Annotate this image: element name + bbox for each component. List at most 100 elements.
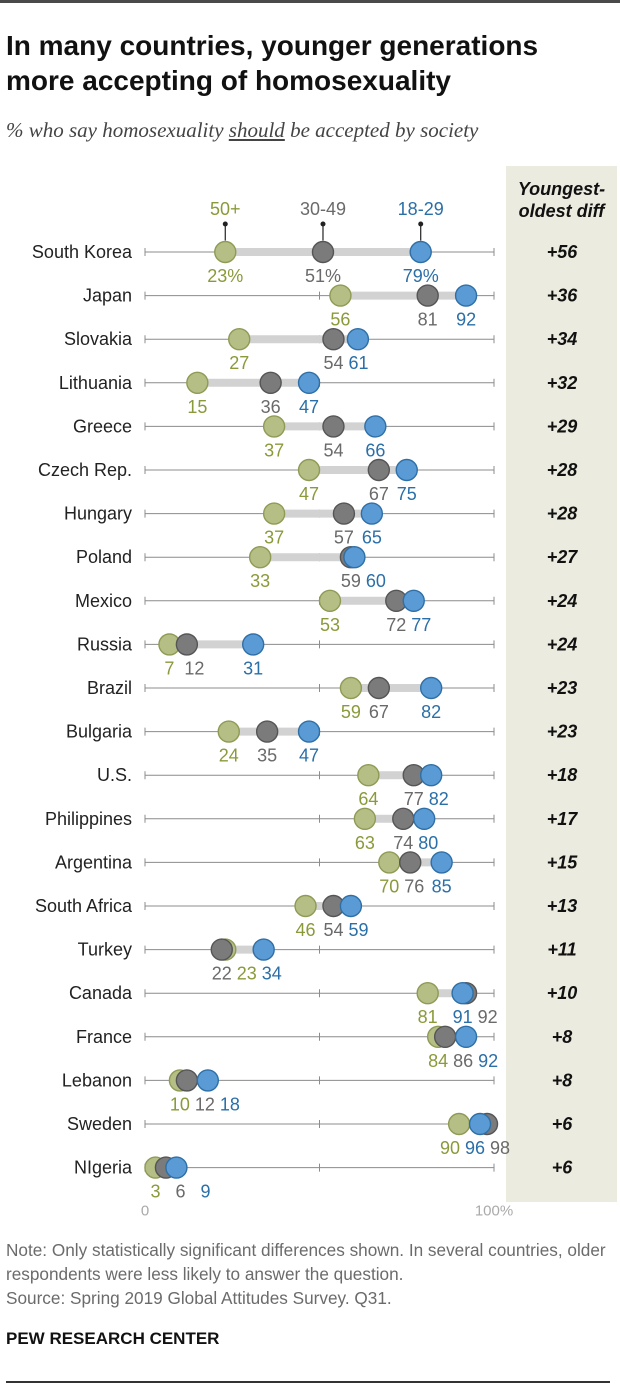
value-label: 10	[170, 1094, 190, 1114]
country-label: Lebanon	[62, 1070, 132, 1090]
data-point	[297, 458, 321, 482]
value-label: 36	[261, 397, 281, 417]
country-label: Turkey	[78, 940, 132, 960]
data-point	[339, 676, 363, 700]
data-point	[454, 1025, 478, 1049]
data-point	[367, 458, 391, 482]
country-label: Philippines	[45, 809, 132, 829]
data-point	[217, 720, 240, 743]
data-point	[165, 1156, 188, 1179]
top-rule	[0, 0, 620, 3]
value-label: 70	[379, 876, 399, 896]
diff-value: +56	[547, 242, 579, 262]
diff-column-background	[506, 166, 617, 1202]
value-label: 90	[440, 1138, 460, 1158]
diff-header-text: Youngest-oldest diff	[517, 179, 606, 221]
data-point	[353, 807, 377, 830]
data-point	[468, 1112, 492, 1136]
data-point	[332, 502, 356, 525]
diff-column-header: Youngest-oldest diff	[506, 178, 617, 222]
data-point	[318, 589, 342, 612]
data-point	[322, 415, 345, 438]
data-point	[297, 720, 321, 743]
value-label: 37	[264, 528, 284, 548]
organization-logo-text: PEW RESEARCH CENTER	[6, 1329, 220, 1348]
value-label: 35	[257, 746, 277, 766]
diff-value: +8	[552, 1027, 573, 1047]
value-label: 60	[366, 571, 386, 591]
data-point	[395, 458, 418, 482]
diff-value: +11	[547, 940, 576, 960]
country-label: Canada	[69, 983, 133, 1003]
value-label: 84	[428, 1051, 448, 1071]
data-point	[416, 982, 439, 1005]
data-point	[255, 720, 279, 743]
value-label: 67	[369, 702, 389, 722]
value-label: 79%	[403, 266, 439, 286]
value-label: 54	[323, 920, 343, 940]
value-label: 59	[341, 702, 361, 722]
legend-leader-dot	[320, 221, 326, 227]
legend-leader-dot	[222, 221, 228, 227]
country-label: Mexico	[75, 591, 132, 611]
country-label: South Africa	[35, 896, 133, 916]
country-label: Hungary	[64, 504, 132, 524]
data-point	[346, 328, 370, 351]
legend-leader-dot	[418, 221, 424, 227]
data-point	[454, 284, 478, 307]
data-point	[322, 328, 345, 351]
diff-value: +24	[547, 591, 578, 611]
data-point	[367, 676, 391, 700]
value-label: 22	[212, 964, 232, 984]
value-label: 82	[421, 702, 441, 722]
data-point	[419, 764, 443, 787]
data-point	[196, 1069, 220, 1092]
data-point	[248, 546, 272, 569]
data-point	[228, 328, 251, 351]
value-label: 23%	[207, 266, 243, 286]
value-label: 64	[358, 789, 378, 809]
value-label: 72	[386, 615, 406, 635]
value-label: 31	[243, 658, 263, 678]
data-point	[210, 938, 233, 961]
value-label: 47	[299, 397, 319, 417]
country-label: Lithuania	[59, 373, 133, 393]
value-label: 63	[355, 833, 375, 853]
diff-value: +23	[547, 722, 578, 742]
diff-value: +27	[547, 547, 579, 567]
axis-label-max: 100%	[475, 1203, 513, 1220]
country-label: Russia	[77, 634, 133, 654]
value-label: 3	[150, 1182, 160, 1202]
data-point	[329, 284, 352, 307]
legend-label: 50+	[210, 199, 241, 219]
value-label: 86	[453, 1051, 473, 1071]
data-point	[392, 807, 415, 830]
value-label: 98	[490, 1138, 510, 1158]
value-label: 34	[262, 964, 282, 984]
country-label: Sweden	[67, 1114, 132, 1134]
diff-value: +8	[552, 1070, 573, 1090]
data-point	[451, 982, 474, 1005]
value-label: 67	[369, 484, 389, 504]
value-label: 33	[250, 571, 270, 591]
value-label: 54	[323, 353, 343, 373]
legend-label: 18-29	[398, 199, 444, 219]
value-label: 51%	[305, 266, 341, 286]
country-label: Poland	[76, 547, 132, 567]
value-label: 12	[195, 1094, 215, 1114]
chart-subtitle: % who say homosexuality should be accept…	[6, 118, 478, 143]
diff-value: +6	[552, 1114, 574, 1134]
chart-title: In many countries, younger generations m…	[6, 30, 539, 96]
value-label: 91	[453, 1007, 473, 1027]
value-label: 54	[323, 440, 343, 460]
subtitle-emphasis: should	[228, 118, 285, 142]
legend-label: 30-49	[300, 199, 346, 219]
value-label: 85	[432, 876, 452, 896]
value-label: 59	[348, 920, 368, 940]
value-label: 96	[465, 1138, 485, 1158]
diff-value: +15	[547, 852, 579, 872]
value-label: 65	[362, 528, 382, 548]
chart-notes: Note: Only statistically significant dif…	[6, 1238, 611, 1310]
diff-value: +28	[547, 504, 578, 524]
